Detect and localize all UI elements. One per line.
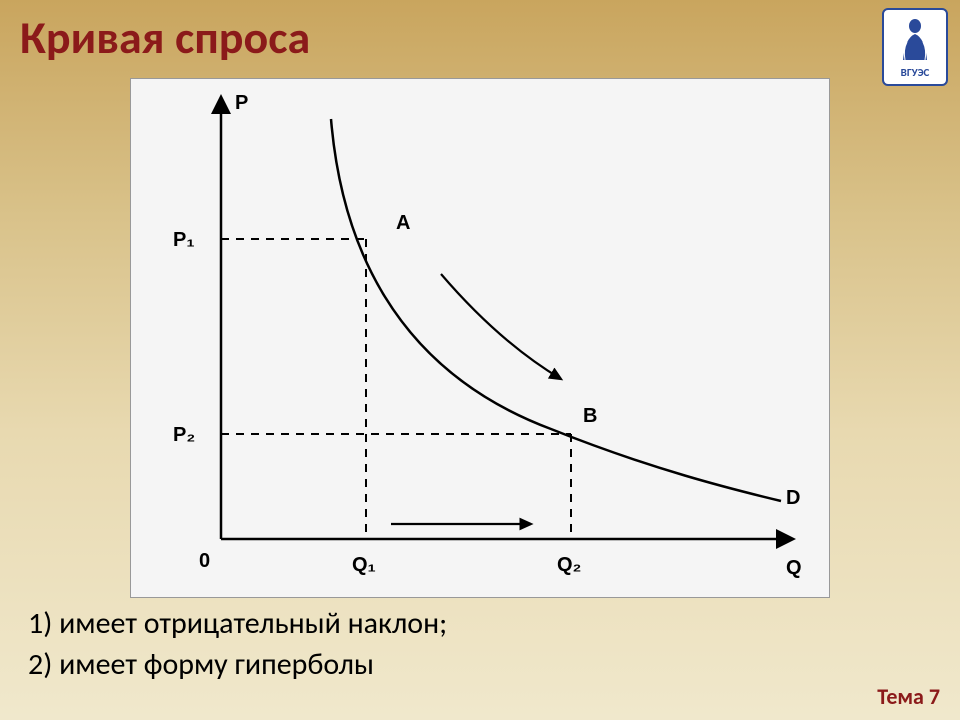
logo: ВГУЭС [882,8,948,86]
logo-text: ВГУЭС [901,66,930,79]
svg-text:P₁: P₁ [173,229,195,251]
svg-text:A: A [396,212,410,234]
page-title: Кривая спроса [20,10,310,66]
bullet-2: 2) имеет форму гиперболы [28,645,447,686]
bullet-list: 1) имеет отрицательный наклон; 2) имеет … [28,604,447,685]
svg-text:Q₂: Q₂ [557,554,581,576]
demand-curve-chart: P Q 0 P₁ P₂ Q₁ Q₂ A B D [130,78,830,598]
footer-theme: Тема 7 [877,683,940,710]
svg-text:B: B [583,405,597,427]
svg-text:P: P [235,92,248,114]
logo-figure-icon [893,16,937,64]
svg-text:Q: Q [786,557,802,579]
svg-text:P₂: P₂ [173,424,195,446]
bullet-1: 1) имеет отрицательный наклон; [28,604,447,645]
svg-text:Q₁: Q₁ [352,554,376,576]
svg-text:0: 0 [199,550,210,572]
svg-text:D: D [786,487,800,509]
